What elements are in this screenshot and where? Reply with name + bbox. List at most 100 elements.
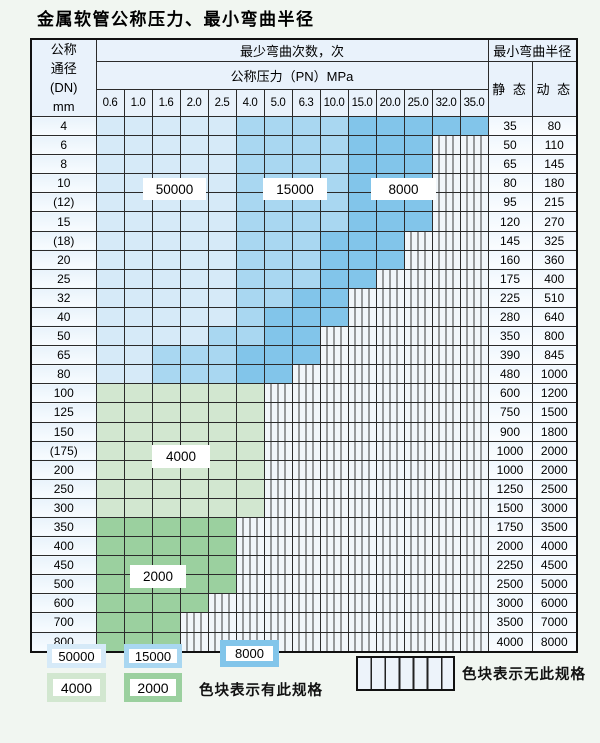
- no-spec-cell: [319, 364, 349, 385]
- legend-swatch-4000: 4000: [47, 673, 106, 702]
- table-row-dn-40: 40 280 640: [30, 306, 578, 328]
- table-row-dn-500: 500 2500 5000: [30, 574, 578, 595]
- spec-cell-b1: [207, 192, 237, 213]
- spec-cell-b1: [95, 268, 125, 289]
- spec-cell-b1: [151, 326, 181, 347]
- no-spec-cell: [459, 612, 489, 633]
- spec-cell-b2: [235, 154, 265, 175]
- static-radius-value: 225: [487, 287, 533, 308]
- spec-cell-b3: [375, 211, 405, 232]
- no-spec-cell: [375, 421, 405, 442]
- spec-cell-b1: [179, 115, 209, 137]
- no-spec-cell: [375, 593, 405, 614]
- no-spec-cell: [375, 459, 405, 480]
- no-spec-cell: [347, 555, 377, 576]
- table-row-dn-400: 400 2000 4000: [30, 536, 578, 557]
- dynamic-radius-value: 845: [531, 345, 578, 366]
- table-row-dn-700: 700 3500 7000: [30, 612, 578, 633]
- dynamic-radius-value: 325: [531, 230, 578, 251]
- no-spec-cell: [403, 364, 433, 385]
- spec-cell-b3: [235, 364, 265, 385]
- spec-cell-g1: [95, 383, 125, 404]
- no-spec-cell: [459, 497, 489, 518]
- table-row-dn-175: (175) 1000 2000: [30, 440, 578, 461]
- no-spec-cell: [319, 459, 349, 480]
- legend-swatch-2000: 2000: [124, 673, 182, 702]
- dynamic-column-header: 动 态: [531, 60, 578, 117]
- spec-cell-b1: [95, 173, 125, 194]
- no-spec-cell: [291, 574, 321, 595]
- no-spec-cell: [263, 459, 293, 480]
- no-spec-cell: [207, 631, 237, 653]
- pressure-value-4.0: 4.0: [235, 89, 265, 117]
- table-row-dn-32: 32 225 510: [30, 287, 578, 308]
- no-spec-cell: [235, 516, 265, 538]
- spec-cell-b2: [263, 211, 293, 232]
- dn-value: 80: [30, 364, 97, 385]
- no-spec-cell: [375, 631, 405, 653]
- spec-cell-g1: [95, 459, 125, 480]
- spec-cell-b1: [95, 364, 125, 385]
- no-spec-cell: [291, 383, 321, 404]
- no-spec-cell: [207, 593, 237, 614]
- no-spec-cell: [291, 364, 321, 385]
- static-radius-value: 2500: [487, 574, 533, 595]
- spec-cell-g1: [207, 402, 237, 423]
- dynamic-radius-value: 1500: [531, 402, 578, 423]
- no-spec-cell: [431, 383, 461, 404]
- no-spec-cell: [263, 421, 293, 442]
- no-spec-cell: [403, 459, 433, 480]
- spec-cell-g2: [95, 555, 125, 576]
- spec-cell-g1: [207, 383, 237, 404]
- spec-cell-b1: [123, 268, 153, 289]
- no-spec-cell: [291, 478, 321, 499]
- spec-cell-b3: [347, 135, 377, 156]
- no-spec-cell: [291, 536, 321, 557]
- spec-cell-g2: [179, 593, 209, 614]
- spec-cell-b1: [95, 326, 125, 347]
- dynamic-radius-value: 3000: [531, 497, 578, 518]
- spec-cell-g1: [207, 497, 237, 518]
- spec-cell-b1: [123, 154, 153, 175]
- no-spec-cell: [263, 612, 293, 633]
- pressure-value-15.0: 15.0: [347, 89, 377, 117]
- cycles-label-2000: 2000: [130, 565, 186, 588]
- dynamic-radius-value: 2500: [531, 478, 578, 499]
- dynamic-radius-value: 145: [531, 154, 578, 175]
- spec-cell-b2: [235, 192, 265, 213]
- legend-no-spec-text: 色块表示无此规格: [462, 667, 586, 683]
- dn-value: 4: [30, 115, 97, 137]
- spec-cell-b3: [235, 345, 265, 366]
- no-spec-cell: [179, 631, 209, 653]
- dynamic-radius-value: 180: [531, 173, 578, 194]
- spec-cell-g1: [123, 459, 153, 480]
- spec-cell-b1: [207, 115, 237, 137]
- no-spec-cell: [459, 268, 489, 289]
- spec-cell-b3: [319, 249, 349, 270]
- no-spec-cell: [459, 154, 489, 175]
- no-spec-cell: [319, 440, 349, 461]
- dynamic-radius-value: 110: [531, 135, 578, 156]
- spec-cell-g1: [151, 478, 181, 499]
- no-spec-cell: [347, 497, 377, 518]
- no-spec-cell: [263, 593, 293, 614]
- dynamic-radius-value: 360: [531, 249, 578, 270]
- no-spec-cell: [403, 497, 433, 518]
- pressure-value-32.0: 32.0: [431, 89, 461, 117]
- nominal-pressure-header: 公称压力（PN）MPa: [95, 60, 489, 90]
- spec-cell-b1: [207, 154, 237, 175]
- no-spec-cell: [403, 536, 433, 557]
- static-radius-value: 600: [487, 383, 533, 404]
- no-spec-cell: [403, 555, 433, 576]
- spec-cell-g1: [123, 421, 153, 442]
- no-spec-cell: [459, 306, 489, 328]
- dn-value: 6: [30, 135, 97, 156]
- pressure-value-5.0: 5.0: [263, 89, 293, 117]
- spec-table-wrap: 公称 通径 (DN) mm 最少弯曲次数，次 最小弯曲半径 公称压力（PN）MPa 静 态动 …: [30, 38, 579, 653]
- dn-header-line-3: mm: [52, 99, 75, 114]
- no-spec-cell: [403, 612, 433, 633]
- no-spec-cell: [319, 345, 349, 366]
- no-spec-cell: [179, 612, 209, 633]
- no-spec-cell: [235, 555, 265, 576]
